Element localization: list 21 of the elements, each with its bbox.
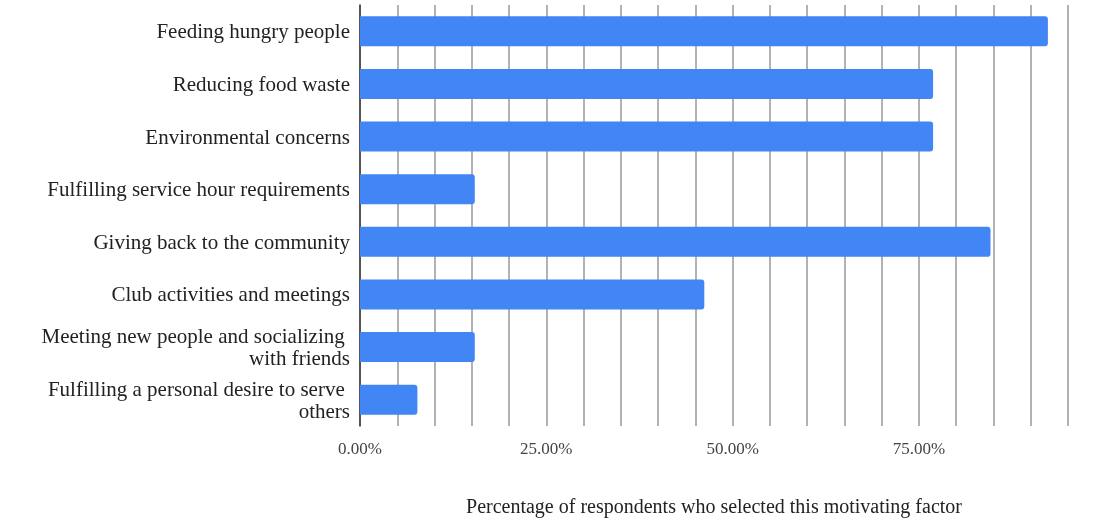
x-axis-title: Percentage of respondents who selected this motivating factor [466, 495, 963, 518]
y-tick-label: Meeting new people and socializing with friends [41, 324, 350, 371]
y-tick-label: Club activities and meetings [111, 282, 350, 307]
bar [360, 384, 418, 415]
y-tick-label: Fulfilling service hour requirements [47, 177, 350, 202]
y-tick-label: Fulfilling a personal desire to serve others [47, 376, 350, 423]
y-tick-label: Giving back to the community [93, 229, 351, 254]
bar [360, 226, 991, 257]
y-tick-label: Feeding hungry people [156, 19, 350, 44]
y-tick-label: Environmental concerns [145, 124, 350, 149]
bar [360, 121, 934, 152]
bar [360, 332, 475, 363]
y-tick-label: Reducing food waste [172, 71, 350, 96]
bar [360, 68, 934, 99]
bar [360, 279, 705, 310]
bar [360, 16, 1048, 47]
x-tick-label: 50.00% [706, 439, 759, 458]
bar [360, 174, 475, 205]
x-tick-label: 0.00% [338, 439, 382, 458]
x-tick-label: 75.00% [892, 439, 946, 458]
x-tick-label: 25.00% [520, 439, 573, 458]
